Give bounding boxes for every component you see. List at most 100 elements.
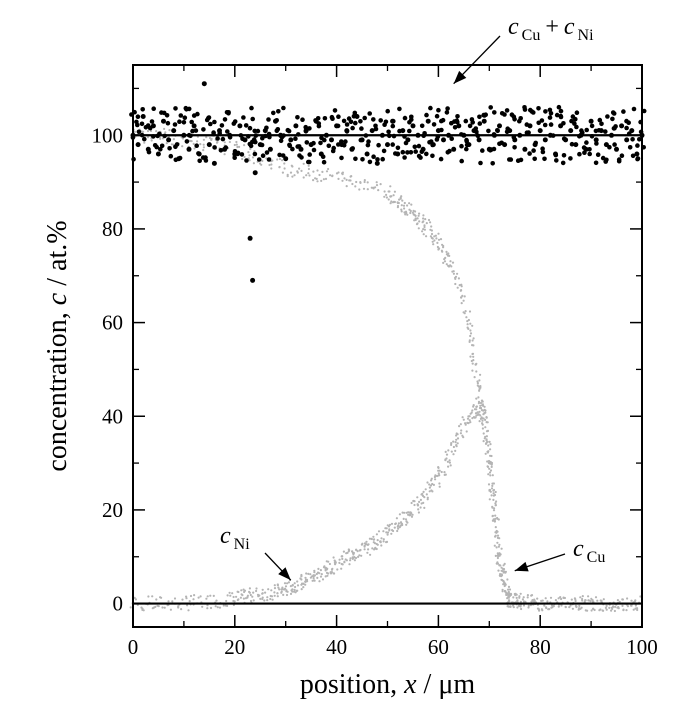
point-c-ni: [430, 479, 433, 482]
point-c-cu: [345, 178, 348, 181]
x-tick-label: 60: [428, 635, 449, 659]
point-sum: [464, 142, 470, 148]
point-c-cu: [417, 214, 420, 217]
point-c-cu: [283, 167, 286, 170]
point-c-cu: [404, 213, 407, 216]
point-sum: [212, 145, 217, 150]
point-sum: [186, 146, 192, 152]
point-c-ni: [263, 599, 266, 602]
point-sum: [624, 125, 629, 131]
point-sum: [290, 146, 295, 152]
point-sum: [424, 112, 429, 118]
point-c-cu: [435, 237, 438, 240]
point-sum: [412, 144, 418, 150]
point-c-ni: [340, 567, 343, 570]
point-c-cu: [431, 240, 434, 243]
point-c-cu: [484, 452, 487, 455]
point-c-ni: [393, 526, 396, 529]
point-c-cu: [482, 404, 485, 407]
point-c-ni: [501, 590, 504, 593]
point-sum: [303, 129, 309, 134]
point-c-ni: [341, 555, 344, 558]
point-c-cu: [307, 167, 310, 171]
point-c-ni: [488, 467, 491, 470]
point-c-cu: [490, 454, 493, 458]
point-c-ni: [316, 576, 319, 580]
point-c-cu: [481, 422, 484, 425]
point-c-cu: [423, 228, 426, 231]
point-c-cu: [312, 179, 315, 182]
point-c-cu: [389, 185, 392, 188]
point-c-ni: [475, 408, 478, 411]
point-c-cu: [479, 417, 482, 420]
point-c-cu: [396, 206, 399, 209]
point-c-ni: [490, 465, 493, 468]
point-c-cu: [363, 180, 366, 184]
point-sum: [172, 122, 178, 127]
point-c-ni: [246, 596, 249, 599]
point-sum: [288, 137, 294, 143]
point-c-cu: [210, 138, 213, 141]
point-sum: [588, 118, 594, 124]
point-c-ni: [543, 604, 546, 607]
point-sum: [339, 139, 344, 144]
point-c-cu: [486, 460, 489, 463]
point-c-ni: [437, 472, 440, 475]
point-sum: [249, 105, 254, 111]
point-c-ni: [231, 592, 234, 595]
point-c-cu: [471, 352, 475, 355]
point-c-cu: [401, 199, 404, 202]
point-c-cu: [484, 435, 487, 438]
point-c-cu: [349, 175, 352, 178]
point-c-cu: [485, 439, 488, 442]
point-c-cu: [315, 177, 318, 180]
point-c-cu: [589, 600, 592, 603]
point-c-cu: [508, 594, 511, 598]
point-sum: [391, 118, 396, 124]
point-sum: [522, 146, 528, 152]
point-c-ni: [402, 517, 405, 521]
point-c-ni: [199, 595, 202, 598]
point-sum: [467, 123, 473, 129]
point-c-cu: [424, 218, 427, 221]
point-c-ni: [390, 522, 394, 525]
point-sum: [190, 128, 195, 134]
point-c-cu: [192, 142, 195, 145]
point-c-ni: [482, 432, 485, 435]
point-c-ni: [464, 422, 467, 425]
point-c-cu: [621, 598, 625, 601]
point-c-cu: [632, 608, 635, 611]
point-c-ni: [459, 423, 462, 426]
point-sum: [619, 153, 625, 158]
point-c-cu: [422, 217, 425, 220]
point-c-ni: [305, 578, 309, 582]
point-c-cu: [485, 421, 488, 424]
point-c-ni: [430, 477, 433, 480]
point-c-cu: [502, 564, 505, 567]
point-c-cu: [241, 157, 244, 161]
point-c-cu: [429, 221, 432, 224]
reference-lines: [133, 134, 642, 605]
point-c-ni: [412, 499, 415, 503]
point-c-cu: [489, 490, 492, 493]
point-c-cu: [228, 140, 231, 144]
point-c-cu: [488, 440, 491, 443]
point-c-cu: [479, 373, 482, 376]
point-sum: [573, 142, 579, 148]
point-c-ni: [404, 518, 408, 521]
point-sum: [226, 111, 231, 116]
point-c-cu: [276, 158, 279, 161]
point-sum: [154, 144, 159, 150]
point-c-ni: [320, 573, 323, 576]
point-c-ni: [471, 417, 474, 420]
point-c-cu: [409, 209, 412, 213]
point-sum: [464, 146, 469, 152]
point-sum: [635, 143, 640, 148]
point-c-cu: [385, 196, 388, 199]
point-c-cu: [554, 599, 558, 602]
point-c-cu: [423, 225, 426, 229]
point-sum: [344, 122, 350, 127]
point-sum: [256, 157, 262, 162]
point-c-ni: [270, 589, 273, 592]
point-sum: [164, 113, 170, 118]
